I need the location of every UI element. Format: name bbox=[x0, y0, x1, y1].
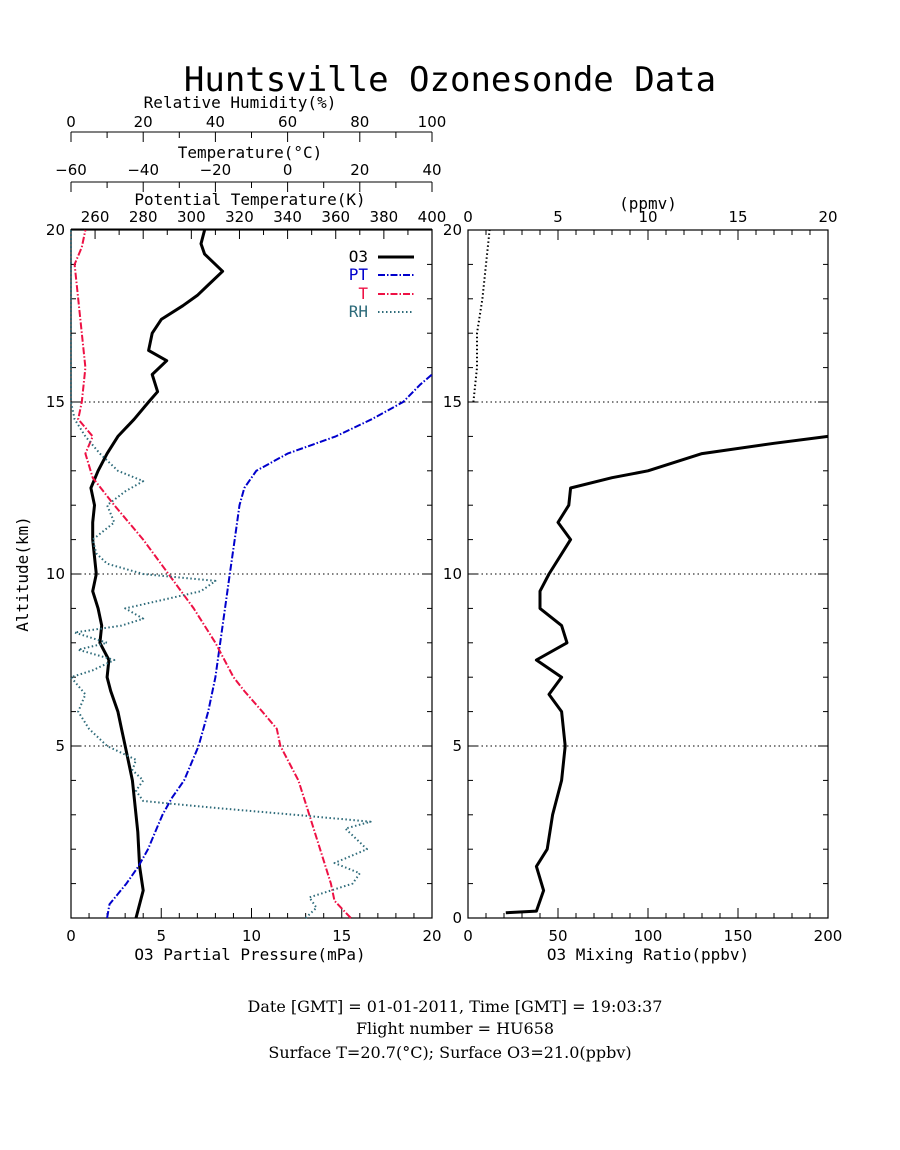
temp-tick-label: 0 bbox=[283, 161, 293, 179]
right-y-tick-label: 10 bbox=[443, 565, 462, 583]
ppmv-tick-label: 15 bbox=[728, 208, 747, 226]
rh-tick-label: 100 bbox=[418, 113, 447, 131]
rh-tick-label: 60 bbox=[278, 113, 297, 131]
pt-axis-label: Potential Temperature(K) bbox=[134, 190, 365, 209]
ppbv-tick-label: 150 bbox=[724, 927, 753, 945]
series-o3-line bbox=[89, 229, 225, 919]
o3-pressure-tick-label: 5 bbox=[156, 927, 166, 945]
legend-label-pt: PT bbox=[349, 265, 369, 284]
temp-tick-label: −20 bbox=[200, 161, 232, 179]
altitude-axis-label: Altitude(km) bbox=[13, 516, 32, 632]
left-panel: Relative Humidity(%) Temperature(°C) Pot… bbox=[13, 93, 433, 964]
series-o3-ppmv-line bbox=[472, 229, 491, 403]
rh-tick-label: 0 bbox=[66, 113, 76, 131]
o3-pressure-tick-label: 15 bbox=[332, 927, 351, 945]
right-y-tick-label: 20 bbox=[443, 221, 462, 239]
ppbv-tick-label: 50 bbox=[548, 927, 567, 945]
pt-tick-label: 280 bbox=[129, 208, 158, 226]
pt-tick-label: 360 bbox=[321, 208, 350, 226]
pt-tick-label: 260 bbox=[81, 208, 110, 226]
right-y-tick-label: 15 bbox=[443, 393, 462, 411]
left-y-tick-label: 20 bbox=[46, 221, 65, 239]
rh-tick-label: 20 bbox=[134, 113, 153, 131]
right-y-tick-label: 5 bbox=[452, 737, 462, 755]
footer-surface-values: Surface T=20.7(°C); Surface O3=21.0(ppbv… bbox=[268, 1043, 631, 1062]
series-o3-ppbv-line bbox=[505, 434, 829, 915]
pt-tick-label: 380 bbox=[370, 208, 399, 226]
temp-tick-label: 20 bbox=[350, 161, 369, 179]
o3-pressure-axis-label: O3 Partial Pressure(mPa) bbox=[134, 945, 365, 964]
legend-label-rh: RH bbox=[349, 302, 368, 321]
flight-info-footer: Date [GMT] = 01-01-2011, Time [GMT] = 19… bbox=[248, 997, 663, 1062]
pt-tick-label: 400 bbox=[418, 208, 447, 226]
pt-tick-label: 300 bbox=[177, 208, 206, 226]
ppmv-tick-label: 20 bbox=[818, 208, 837, 226]
legend-label-t: T bbox=[358, 284, 368, 303]
rh-axis-label: Relative Humidity(%) bbox=[144, 93, 337, 112]
ppbv-tick-label: 200 bbox=[814, 927, 843, 945]
legend-label-o3: O3 bbox=[349, 247, 368, 266]
footer-flight-number: Flight number = HU658 bbox=[356, 1019, 554, 1038]
pt-tick-label: 320 bbox=[225, 208, 254, 226]
temp-axis-label: Temperature(°C) bbox=[178, 143, 323, 162]
o3-pressure-tick-label: 10 bbox=[242, 927, 261, 945]
o3-pressure-tick-label: 0 bbox=[66, 927, 76, 945]
ppmv-tick-label: 5 bbox=[553, 208, 563, 226]
series-t-line bbox=[73, 229, 352, 919]
figure-title: Huntsville Ozonesonde Data bbox=[184, 60, 716, 100]
series-rh-line bbox=[70, 230, 372, 919]
temp-tick-label: −40 bbox=[127, 161, 159, 179]
right-y-tick-label: 0 bbox=[452, 909, 462, 927]
temp-tick-label: −60 bbox=[55, 161, 87, 179]
ppmv-tick-label: 10 bbox=[638, 208, 657, 226]
left-y-tick-label: 5 bbox=[55, 737, 65, 755]
rh-tick-label: 80 bbox=[350, 113, 369, 131]
ppbv-tick-label: 0 bbox=[463, 927, 473, 945]
left-y-tick-label: 15 bbox=[46, 393, 65, 411]
mixing-ratio-axis-label: O3 Mixing Ratio(ppbv) bbox=[547, 945, 749, 964]
ppbv-tick-label: 100 bbox=[634, 927, 663, 945]
rh-tick-label: 40 bbox=[206, 113, 225, 131]
right-panel: (ppmv) O3 Mixing Ratio(ppbv) bbox=[467, 194, 829, 964]
footer-date-time: Date [GMT] = 01-01-2011, Time [GMT] = 19… bbox=[248, 997, 663, 1016]
ppmv-tick-label: 0 bbox=[463, 208, 473, 226]
series-pt-line bbox=[106, 373, 433, 919]
temp-tick-label: 40 bbox=[422, 161, 441, 179]
ppmv-axis-label: (ppmv) bbox=[619, 194, 677, 213]
pt-tick-label: 340 bbox=[273, 208, 302, 226]
left-y-tick-label: 10 bbox=[46, 565, 65, 583]
o3-pressure-tick-label: 20 bbox=[422, 927, 441, 945]
